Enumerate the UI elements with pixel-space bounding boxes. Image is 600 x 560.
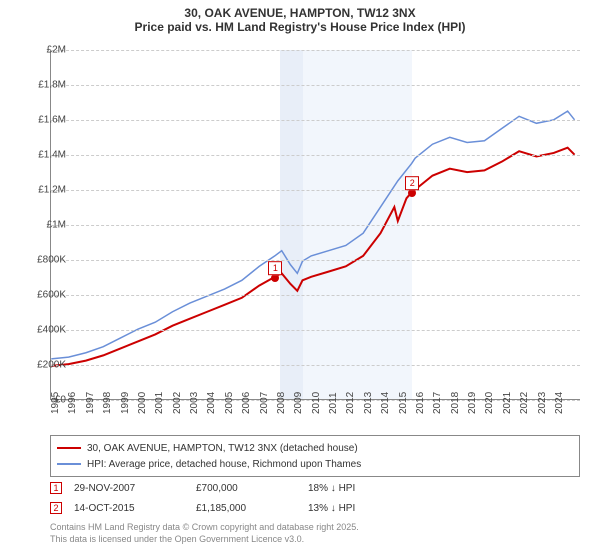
gridline: [51, 155, 580, 156]
sale-diff: 18% ↓ HPI: [308, 483, 408, 494]
x-axis-label: 2020: [484, 392, 495, 414]
y-axis-label: £200K: [37, 360, 66, 371]
x-axis-label: 2015: [398, 392, 409, 414]
x-axis-label: 1997: [85, 392, 96, 414]
y-axis-label: £1M: [47, 220, 66, 231]
x-axis-label: 2010: [311, 392, 322, 414]
chart-title-line2: Price paid vs. HM Land Registry's House …: [0, 20, 600, 34]
gridline: [51, 295, 580, 296]
attribution-line2: This data is licensed under the Open Gov…: [50, 534, 359, 546]
sales-table: 1 29-NOV-2007 £700,000 18% ↓ HPI 2 14-OCT-201…: [50, 478, 580, 518]
gridline: [51, 260, 580, 261]
legend: 30, OAK AVENUE, HAMPTON, TW12 3NX (detac…: [50, 435, 580, 477]
legend-row: 30, OAK AVENUE, HAMPTON, TW12 3NX (detac…: [57, 440, 573, 456]
y-axis-label: £600K: [37, 290, 66, 301]
series-hpi: [51, 111, 574, 359]
x-axis-label: 2007: [259, 392, 270, 414]
x-axis-label: 1995: [50, 392, 61, 414]
y-axis-label: £1.6M: [38, 115, 66, 126]
legend-swatch: [57, 463, 81, 465]
y-axis-label: £1.8M: [38, 80, 66, 91]
x-axis-label: 2001: [154, 392, 165, 414]
x-axis-label: 2014: [380, 392, 391, 414]
sale-marker: 1: [268, 261, 282, 275]
x-axis-label: 2023: [537, 392, 548, 414]
sale-date: 29-NOV-2007: [74, 483, 184, 494]
gridline: [51, 85, 580, 86]
x-axis-label: 1996: [67, 392, 78, 414]
sale-row: 2 14-OCT-2015 £1,185,000 13% ↓ HPI: [50, 498, 580, 518]
x-axis-label: 2024: [554, 392, 565, 414]
chart-title-line1: 30, OAK AVENUE, HAMPTON, TW12 3NX: [0, 6, 600, 20]
y-axis-label: £800K: [37, 255, 66, 266]
attribution-line1: Contains HM Land Registry data © Crown c…: [50, 522, 359, 534]
x-axis-label: 1998: [102, 392, 113, 414]
x-axis-label: 2009: [293, 392, 304, 414]
y-axis-label: £400K: [37, 325, 66, 336]
x-axis-label: 2000: [137, 392, 148, 414]
legend-label: 30, OAK AVENUE, HAMPTON, TW12 3NX (detac…: [87, 443, 358, 454]
sale-marker: 2: [405, 176, 419, 190]
legend-label: HPI: Average price, detached house, Rich…: [87, 459, 361, 470]
y-axis-label: £1.4M: [38, 150, 66, 161]
x-axis-label: 2021: [502, 392, 513, 414]
sale-row-marker: 1: [50, 482, 62, 494]
gridline: [51, 190, 580, 191]
x-axis-label: 2016: [415, 392, 426, 414]
x-axis-label: 2019: [467, 392, 478, 414]
x-axis-label: 2005: [224, 392, 235, 414]
sale-date: 14-OCT-2015: [74, 503, 184, 514]
x-axis-label: 2013: [363, 392, 374, 414]
legend-swatch: [57, 447, 81, 449]
gridline: [51, 330, 580, 331]
sale-row: 1 29-NOV-2007 £700,000 18% ↓ HPI: [50, 478, 580, 498]
x-axis-label: 2011: [328, 392, 339, 414]
x-axis-label: 2004: [206, 392, 217, 414]
price-chart: 12: [50, 50, 580, 400]
sale-price: £700,000: [196, 483, 296, 494]
attribution: Contains HM Land Registry data © Crown c…: [50, 522, 359, 545]
y-axis-label: £2M: [47, 45, 66, 56]
gridline: [51, 365, 580, 366]
gridline: [51, 50, 580, 51]
y-axis-label: £1.2M: [38, 185, 66, 196]
x-axis-label: 2017: [432, 392, 443, 414]
x-axis-label: 2006: [241, 392, 252, 414]
sale-row-marker: 2: [50, 502, 62, 514]
x-axis-label: 1999: [120, 392, 131, 414]
x-axis-label: 2002: [172, 392, 183, 414]
gridline: [51, 225, 580, 226]
x-axis-label: 2008: [276, 392, 287, 414]
x-axis-label: 2012: [345, 392, 356, 414]
x-axis-label: 2018: [450, 392, 461, 414]
x-axis-label: 2003: [189, 392, 200, 414]
sale-diff: 13% ↓ HPI: [308, 503, 408, 514]
sale-price: £1,185,000: [196, 503, 296, 514]
legend-row: HPI: Average price, detached house, Rich…: [57, 456, 573, 472]
gridline: [51, 120, 580, 121]
x-axis-label: 2022: [519, 392, 530, 414]
